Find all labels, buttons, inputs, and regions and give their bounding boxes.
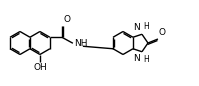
Text: H: H — [143, 55, 149, 64]
Text: NH: NH — [74, 39, 87, 48]
Text: N: N — [133, 54, 140, 63]
Text: OH: OH — [33, 63, 47, 71]
Text: O: O — [159, 28, 166, 37]
Text: O: O — [64, 15, 71, 24]
Text: H: H — [143, 22, 149, 31]
Text: N: N — [133, 23, 140, 32]
